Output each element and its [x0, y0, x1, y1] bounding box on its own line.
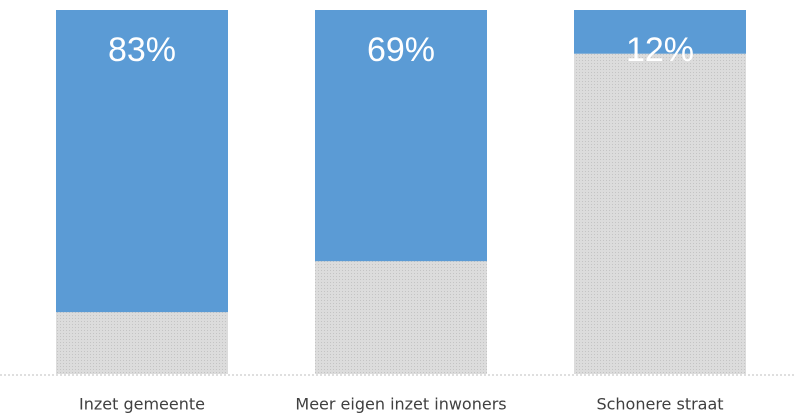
bar: [56, 10, 228, 313]
x-tick-label: Schonere straat: [596, 395, 723, 414]
bar-track: [574, 10, 746, 374]
bar: [315, 10, 487, 262]
value-label: 69%: [367, 31, 435, 69]
x-tick-label: Meer eigen inzet inwoners: [295, 395, 506, 414]
x-tick-label: Inzet gemeente: [79, 395, 205, 414]
value-label: 12%: [626, 31, 694, 69]
value-label: 83%: [108, 31, 176, 69]
bar: [574, 10, 746, 54]
